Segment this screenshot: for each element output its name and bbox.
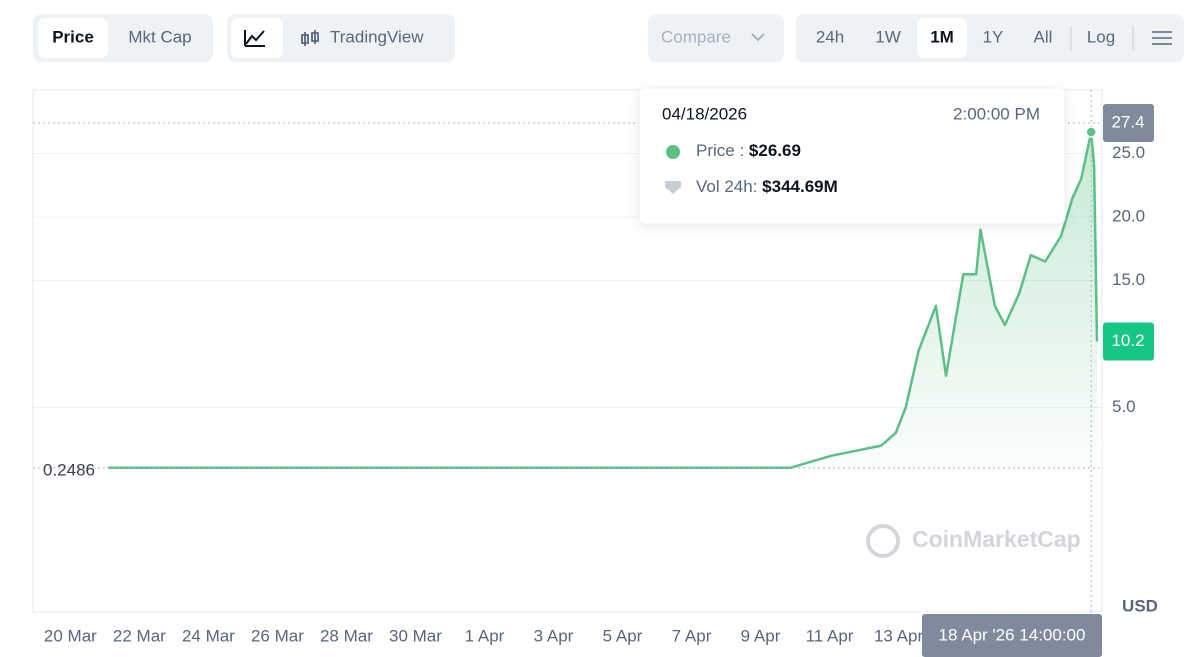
compare-button[interactable] [648, 14, 784, 62]
y-tick-label: 15.0 [1112, 270, 1145, 289]
crosshair-x-label: 18 Apr '26 14:00:00 [939, 625, 1086, 644]
price-line [107, 130, 1099, 470]
range-button[interactable]: 1W [875, 27, 901, 46]
label: Vol 24h: [696, 177, 762, 196]
crosshair-x-box [922, 614, 1102, 657]
price-dot [666, 145, 680, 159]
x-tick-label: 22 Mar [113, 626, 166, 645]
watermark-text: CoinMarketCap [912, 526, 1081, 552]
tooltip-time: 2:00:00 PM [953, 104, 1040, 123]
chart-type-group [227, 14, 455, 62]
tradingview-button[interactable]: TradingView [330, 27, 424, 46]
x-tick-label: 24 Mar [182, 626, 235, 645]
range-button[interactable]: 1M [930, 27, 954, 46]
x-tick-label: 11 Apr [806, 626, 854, 645]
tooltip-date: 04/18/2026 [662, 104, 747, 123]
high-label: 27.4 [1111, 113, 1144, 132]
x-tick-label: 5 Apr [603, 626, 643, 645]
chevron [751, 33, 765, 42]
crosshair-y-label: 0.2486 [43, 460, 95, 479]
x-tick-label: 3 Apr [534, 626, 574, 645]
tooltip-price-label: Price : $26.69 [696, 141, 801, 160]
candle-icon [301, 30, 319, 46]
range-button[interactable]: 1Y [983, 27, 1004, 46]
label: Price : [696, 141, 749, 160]
plot-frame [32, 89, 1103, 613]
line-icon [244, 30, 265, 47]
tooltip [638, 87, 1066, 225]
last-box [1103, 322, 1154, 361]
value: $344.69M [762, 177, 838, 196]
y-tick-label: 5.0 [1112, 397, 1136, 416]
y-unit: USD [1122, 596, 1158, 615]
settings-icon[interactable] [1152, 31, 1172, 45]
range-group [796, 14, 1184, 62]
price-area [107, 132, 1097, 472]
watermark: CoinMarketCap [866, 524, 1081, 558]
y-tick-label: 20.0 [1112, 206, 1145, 225]
tooltip-vol-label: Vol 24h: $344.69M [696, 177, 838, 196]
mktcap-button[interactable]: Mkt Cap [128, 27, 191, 46]
log-button[interactable]: Log [1087, 27, 1115, 46]
hover-dot [1085, 126, 1097, 138]
price-button[interactable]: Price [52, 27, 94, 46]
compare-label: Compare [661, 27, 731, 46]
x-tick-label: 9 Apr [741, 626, 781, 645]
range-button[interactable]: All [1034, 27, 1053, 46]
toggle-active[interactable] [38, 18, 108, 58]
x-tick-label: 20 Mar [44, 626, 97, 645]
value: $26.69 [749, 141, 801, 160]
last-label: 10.2 [1111, 331, 1144, 350]
range-button[interactable]: 24h [816, 27, 844, 46]
y-tick-label: 25.0 [1112, 143, 1145, 162]
high-box [1103, 104, 1154, 143]
x-tick-label: 1 Apr [465, 626, 505, 645]
range-active[interactable] [917, 18, 967, 58]
x-tick-label: 28 Mar [320, 626, 373, 645]
x-tick-label: 30 Mar [389, 626, 442, 645]
vol-icon [665, 181, 681, 194]
x-tick-label: 7 Apr [672, 626, 712, 645]
x-tick-label: 13 Apr [874, 626, 923, 645]
x-tick-label: 26 Mar [251, 626, 304, 645]
